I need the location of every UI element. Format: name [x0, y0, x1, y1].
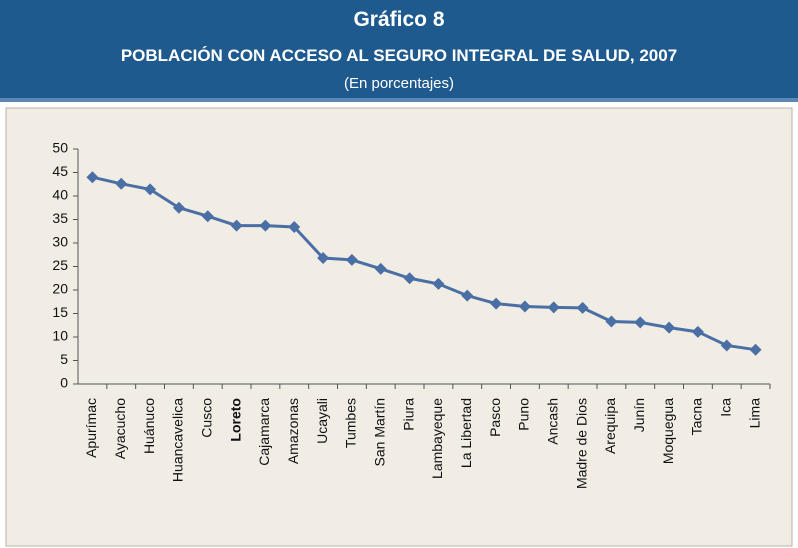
y-tick-label: 50 [52, 140, 68, 156]
x-tick-label: Cusco [198, 398, 214, 438]
marker [115, 177, 128, 190]
marker [230, 219, 243, 232]
marker [259, 219, 272, 232]
marker [576, 301, 589, 314]
marker [547, 301, 560, 314]
marker [317, 252, 330, 265]
header: Gráfico 8 POBLACIÓN CON ACCESO AL SEGURO… [0, 0, 798, 102]
x-tick-label: Lambayeque [429, 398, 445, 479]
marker [374, 262, 387, 275]
y-tick-label: 25 [52, 257, 68, 273]
y-tick-label: 40 [52, 187, 68, 203]
x-tick-label: Madre de Dios [573, 398, 589, 489]
x-tick-label: Amazonas [285, 398, 301, 464]
marker [432, 277, 445, 290]
marker [663, 321, 676, 334]
marker [86, 171, 99, 184]
marker [749, 343, 762, 356]
marker [634, 316, 647, 329]
x-tick-label: Ucayali [314, 398, 330, 444]
x-tick-label: Piura [400, 398, 416, 431]
x-tick-label: Tumbes [343, 398, 359, 448]
marker [518, 300, 531, 313]
x-tick-label: Moquegua [660, 398, 676, 464]
marker [461, 289, 474, 302]
chart-note: (En porcentajes) [343, 75, 455, 92]
x-tick-label: Pasco [487, 398, 503, 437]
y-tick-label: 10 [52, 328, 68, 344]
x-tick-label: Loreto [227, 398, 243, 442]
y-tick-label: 35 [52, 210, 68, 226]
x-tick-label: San Martín [371, 398, 387, 466]
x-tick-label: Arequipa [602, 398, 618, 454]
y-tick-label: 0 [60, 375, 68, 391]
marker [345, 253, 358, 266]
x-tick-label: Junín [631, 398, 647, 432]
x-tick-label: Huánuco [141, 398, 157, 454]
x-tick-label: Ica [717, 398, 733, 417]
x-tick-label: Cajamarca [256, 398, 272, 466]
x-tick-label: Lima [746, 398, 762, 429]
marker [691, 325, 704, 338]
marker [201, 210, 214, 223]
x-tick-label: Puno [516, 398, 532, 431]
chart-subtitle: POBLACIÓN CON ACCESO AL SEGURO INTEGRAL … [120, 46, 678, 65]
x-tick-label: La Libertad [458, 398, 474, 468]
y-tick-label: 30 [52, 234, 68, 250]
x-tick-label: Ayacucho [112, 398, 128, 459]
y-tick-label: 15 [52, 304, 68, 320]
marker [490, 297, 503, 310]
x-tick-label: Ancash [544, 398, 560, 445]
y-tick-label: 20 [52, 281, 68, 297]
chart-title: Gráfico 8 [353, 8, 445, 31]
marker [144, 183, 157, 196]
x-tick-label: Apurímac [83, 398, 99, 458]
marker [288, 221, 301, 234]
y-tick-label: 45 [52, 163, 68, 179]
y-tick-label: 5 [60, 351, 68, 367]
x-tick-label: Tacna [689, 398, 705, 436]
marker [172, 201, 185, 214]
x-tick-label: Huancavelica [170, 398, 186, 482]
marker [720, 339, 733, 352]
marker [605, 315, 618, 328]
marker [403, 272, 416, 285]
